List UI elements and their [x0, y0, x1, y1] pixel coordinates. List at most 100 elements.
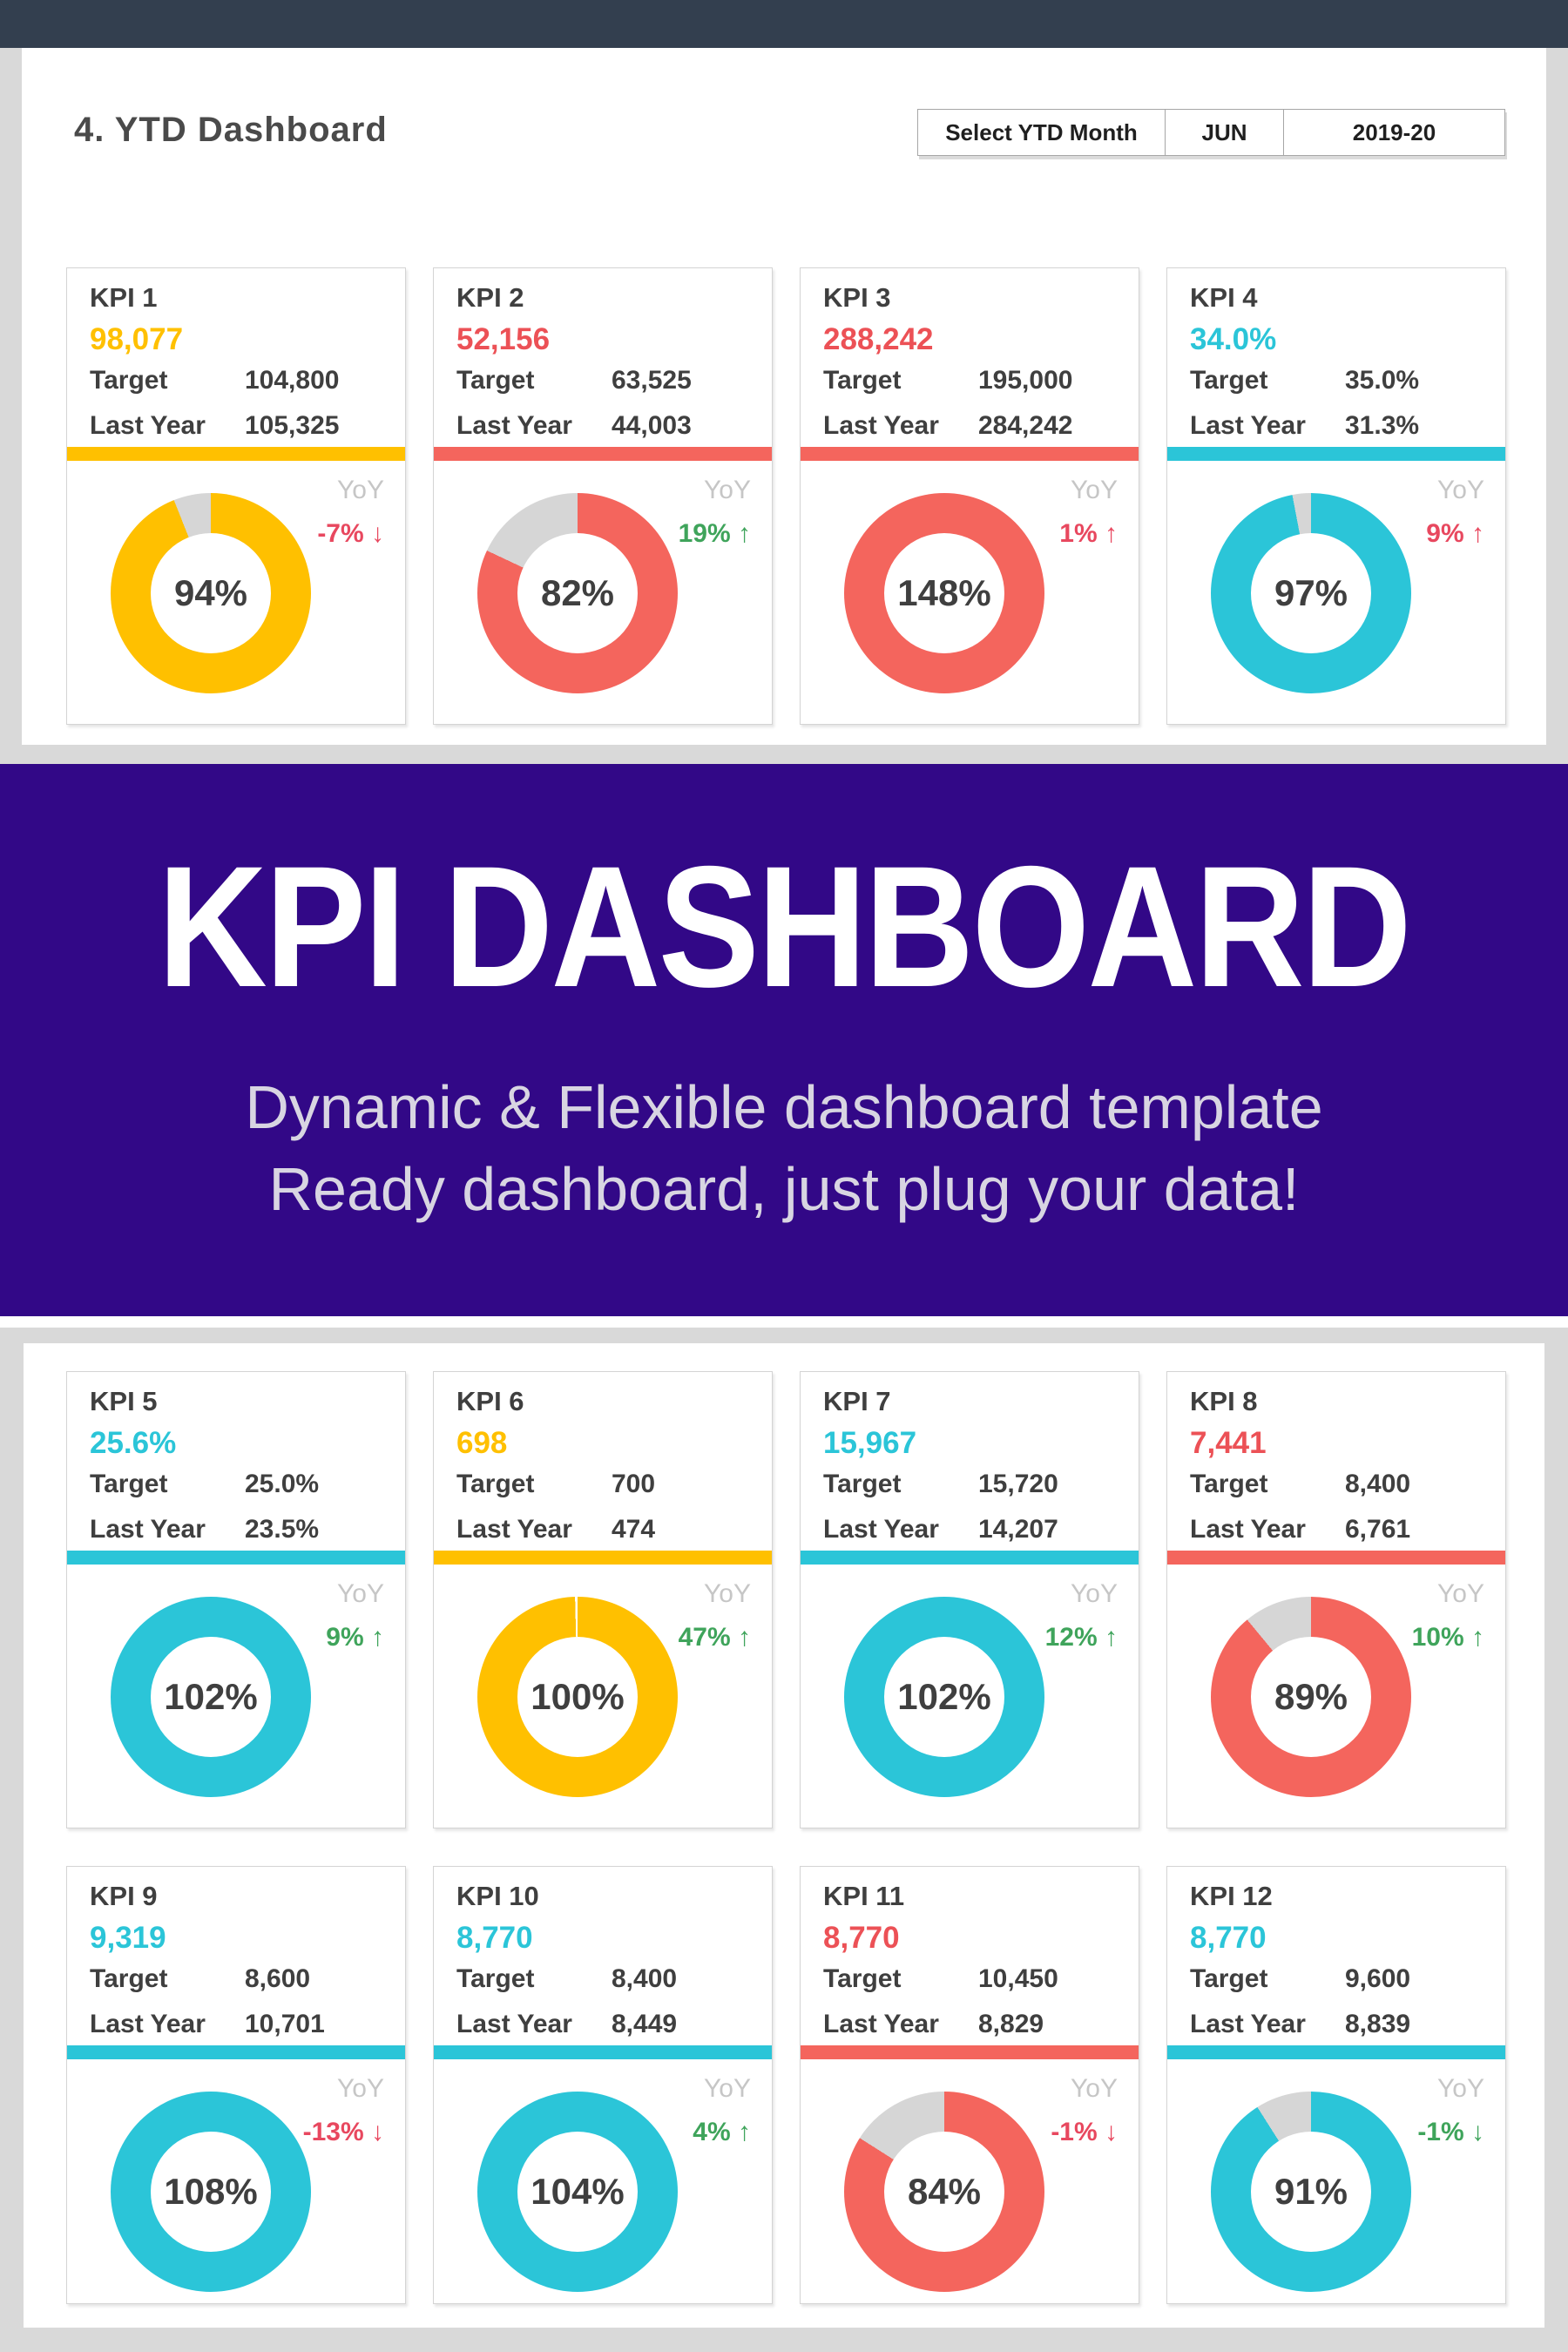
donut-hole: 94% — [151, 533, 271, 653]
yoy-label: YoY — [1437, 476, 1484, 504]
target-value: 10,450 — [978, 1964, 1058, 1993]
promo-banner: KPI DASHBOARD Dynamic & Flexible dashboa… — [0, 764, 1568, 1316]
last-year-label: Last Year — [90, 411, 206, 440]
donut-chart: 82% — [477, 493, 678, 693]
kpi-name: KPI 12 — [1190, 1881, 1273, 1911]
last-year-label: Last Year — [90, 2010, 206, 2038]
yoy-value: 19% ↑ — [678, 519, 751, 548]
donut-hole: 104% — [517, 2132, 638, 2252]
donut-chart: 89% — [1211, 1597, 1411, 1797]
target-label: Target — [90, 366, 168, 395]
last-year-label: Last Year — [456, 411, 572, 440]
selector-month-dropdown[interactable]: JUN — [1165, 110, 1283, 155]
yoy-label: YoY — [704, 2074, 751, 2103]
target-label: Target — [823, 1964, 902, 1993]
kpi-name: KPI 2 — [456, 282, 524, 313]
yoy-label: YoY — [337, 2074, 384, 2103]
donut-percent: 100% — [531, 1676, 625, 1717]
target-label: Target — [90, 1470, 168, 1498]
target-row: Target 35.0% — [1190, 366, 1419, 395]
last-year-value: 31.3% — [1345, 411, 1420, 440]
kpi-name: KPI 9 — [90, 1881, 158, 1911]
last-year-label: Last Year — [1190, 1515, 1306, 1544]
last-year-label: Last Year — [90, 1515, 206, 1544]
yoy-value: 47% ↑ — [678, 1623, 751, 1652]
selector-year-dropdown[interactable]: 2019-20 — [1283, 110, 1504, 155]
last-year-label: Last Year — [823, 411, 939, 440]
target-row: Target 8,400 — [456, 1964, 677, 1994]
accent-bar — [67, 447, 405, 461]
banner-subtitle-line1: Dynamic & Flexible dashboard template — [245, 1073, 1323, 1141]
last-year-value: 8,829 — [978, 2010, 1044, 2038]
yoy-value: 1% ↑ — [1059, 519, 1118, 548]
ytd-month-selector: Select YTD Month JUN 2019-20 — [917, 109, 1505, 156]
banner-title: KPI DASHBOARD — [158, 830, 1412, 1023]
last-year-label: Last Year — [456, 2010, 572, 2038]
accent-bar — [1167, 1551, 1505, 1565]
donut-percent: 91% — [1274, 2171, 1348, 2212]
donut-percent: 82% — [540, 572, 615, 613]
accent-bar — [434, 447, 772, 461]
last-year-label: Last Year — [823, 1515, 939, 1544]
accent-bar — [434, 2045, 772, 2059]
kpi-card: KPI 5 25.6% Target 25.0% Last Year 23.5% YoY 9%… — [66, 1371, 406, 1828]
kpi-actual-value: 8,770 — [1190, 1921, 1267, 1955]
target-value: 104,800 — [245, 366, 340, 395]
target-row: Target 15,720 — [823, 1470, 1058, 1499]
kpi-name: KPI 10 — [456, 1881, 539, 1911]
donut-hole: 97% — [1251, 533, 1371, 653]
target-value: 700 — [612, 1470, 656, 1498]
donut-hole: 102% — [884, 1637, 1004, 1757]
target-value: 8,400 — [612, 1964, 678, 1993]
kpi-row-1: KPI 1 98,077 Target 104,800 Last Year 105,325… — [66, 267, 1506, 725]
donut-percent: 84% — [907, 2171, 982, 2212]
last-year-row: Last Year 10,701 — [90, 2010, 325, 2039]
donut-hole: 89% — [1251, 1637, 1371, 1757]
last-year-row: Last Year 14,207 — [823, 1515, 1058, 1544]
yoy-value: -7% ↓ — [317, 519, 384, 548]
donut-chart: 91% — [1211, 2092, 1411, 2292]
donut-chart: 148% — [844, 493, 1044, 693]
kpi-card: KPI 6 698 Target 700 Last Year 474 YoY 47% ↑ 100… — [433, 1371, 773, 1828]
donut-percent: 104% — [531, 2171, 625, 2212]
donut-chart: 100% — [477, 1597, 678, 1797]
yoy-value: 12% ↑ — [1044, 1623, 1118, 1652]
target-value: 15,720 — [978, 1470, 1058, 1498]
donut-hole: 102% — [151, 1637, 271, 1757]
kpi-name: KPI 5 — [90, 1386, 158, 1416]
kpi-actual-value: 98,077 — [90, 322, 184, 356]
target-row: Target 8,400 — [1190, 1470, 1410, 1499]
last-year-row: Last Year 105,325 — [90, 411, 339, 441]
target-label: Target — [823, 1470, 902, 1498]
donut-percent: 148% — [897, 572, 991, 613]
last-year-row: Last Year 6,761 — [1190, 1515, 1410, 1544]
target-value: 25.0% — [245, 1470, 320, 1498]
last-year-value: 474 — [612, 1515, 656, 1544]
kpi-card: KPI 8 7,441 Target 8,400 Last Year 6,761 YoY 10… — [1166, 1371, 1506, 1828]
yoy-value: 9% ↑ — [1426, 519, 1484, 548]
donut-chart: 108% — [111, 2092, 311, 2292]
target-row: Target 9,600 — [1190, 1964, 1410, 1994]
kpi-row-2: KPI 5 25.6% Target 25.0% Last Year 23.5% YoY 9%… — [66, 1371, 1506, 1828]
kpi-actual-value: 9,319 — [90, 1921, 166, 1955]
ytd-dashboard-panel: 4. YTD Dashboard Select YTD Month JUN 20… — [22, 48, 1546, 745]
yoy-label: YoY — [1437, 2074, 1484, 2103]
donut-hole: 84% — [884, 2132, 1004, 2252]
yoy-label: YoY — [1071, 2074, 1118, 2103]
kpi-grid-panel: KPI 5 25.6% Target 25.0% Last Year 23.5% YoY 9%… — [24, 1343, 1544, 2328]
donut-hole: 108% — [151, 2132, 271, 2252]
donut-hole: 82% — [517, 533, 638, 653]
accent-bar — [801, 1551, 1139, 1565]
kpi-name: KPI 8 — [1190, 1386, 1258, 1416]
yoy-label: YoY — [704, 476, 751, 504]
target-label: Target — [456, 366, 535, 395]
kpi-card: KPI 9 9,319 Target 8,600 Last Year 10,701 YoY -… — [66, 1866, 406, 2304]
kpi-name: KPI 4 — [1190, 282, 1258, 313]
donut-hole: 91% — [1251, 2132, 1371, 2252]
yoy-value: 4% ↑ — [693, 2118, 751, 2146]
last-year-value: 14,207 — [978, 1515, 1058, 1544]
kpi-actual-value: 8,770 — [823, 1921, 900, 1955]
target-label: Target — [90, 1964, 168, 1993]
target-row: Target 10,450 — [823, 1964, 1058, 1994]
donut-percent: 94% — [173, 572, 248, 613]
